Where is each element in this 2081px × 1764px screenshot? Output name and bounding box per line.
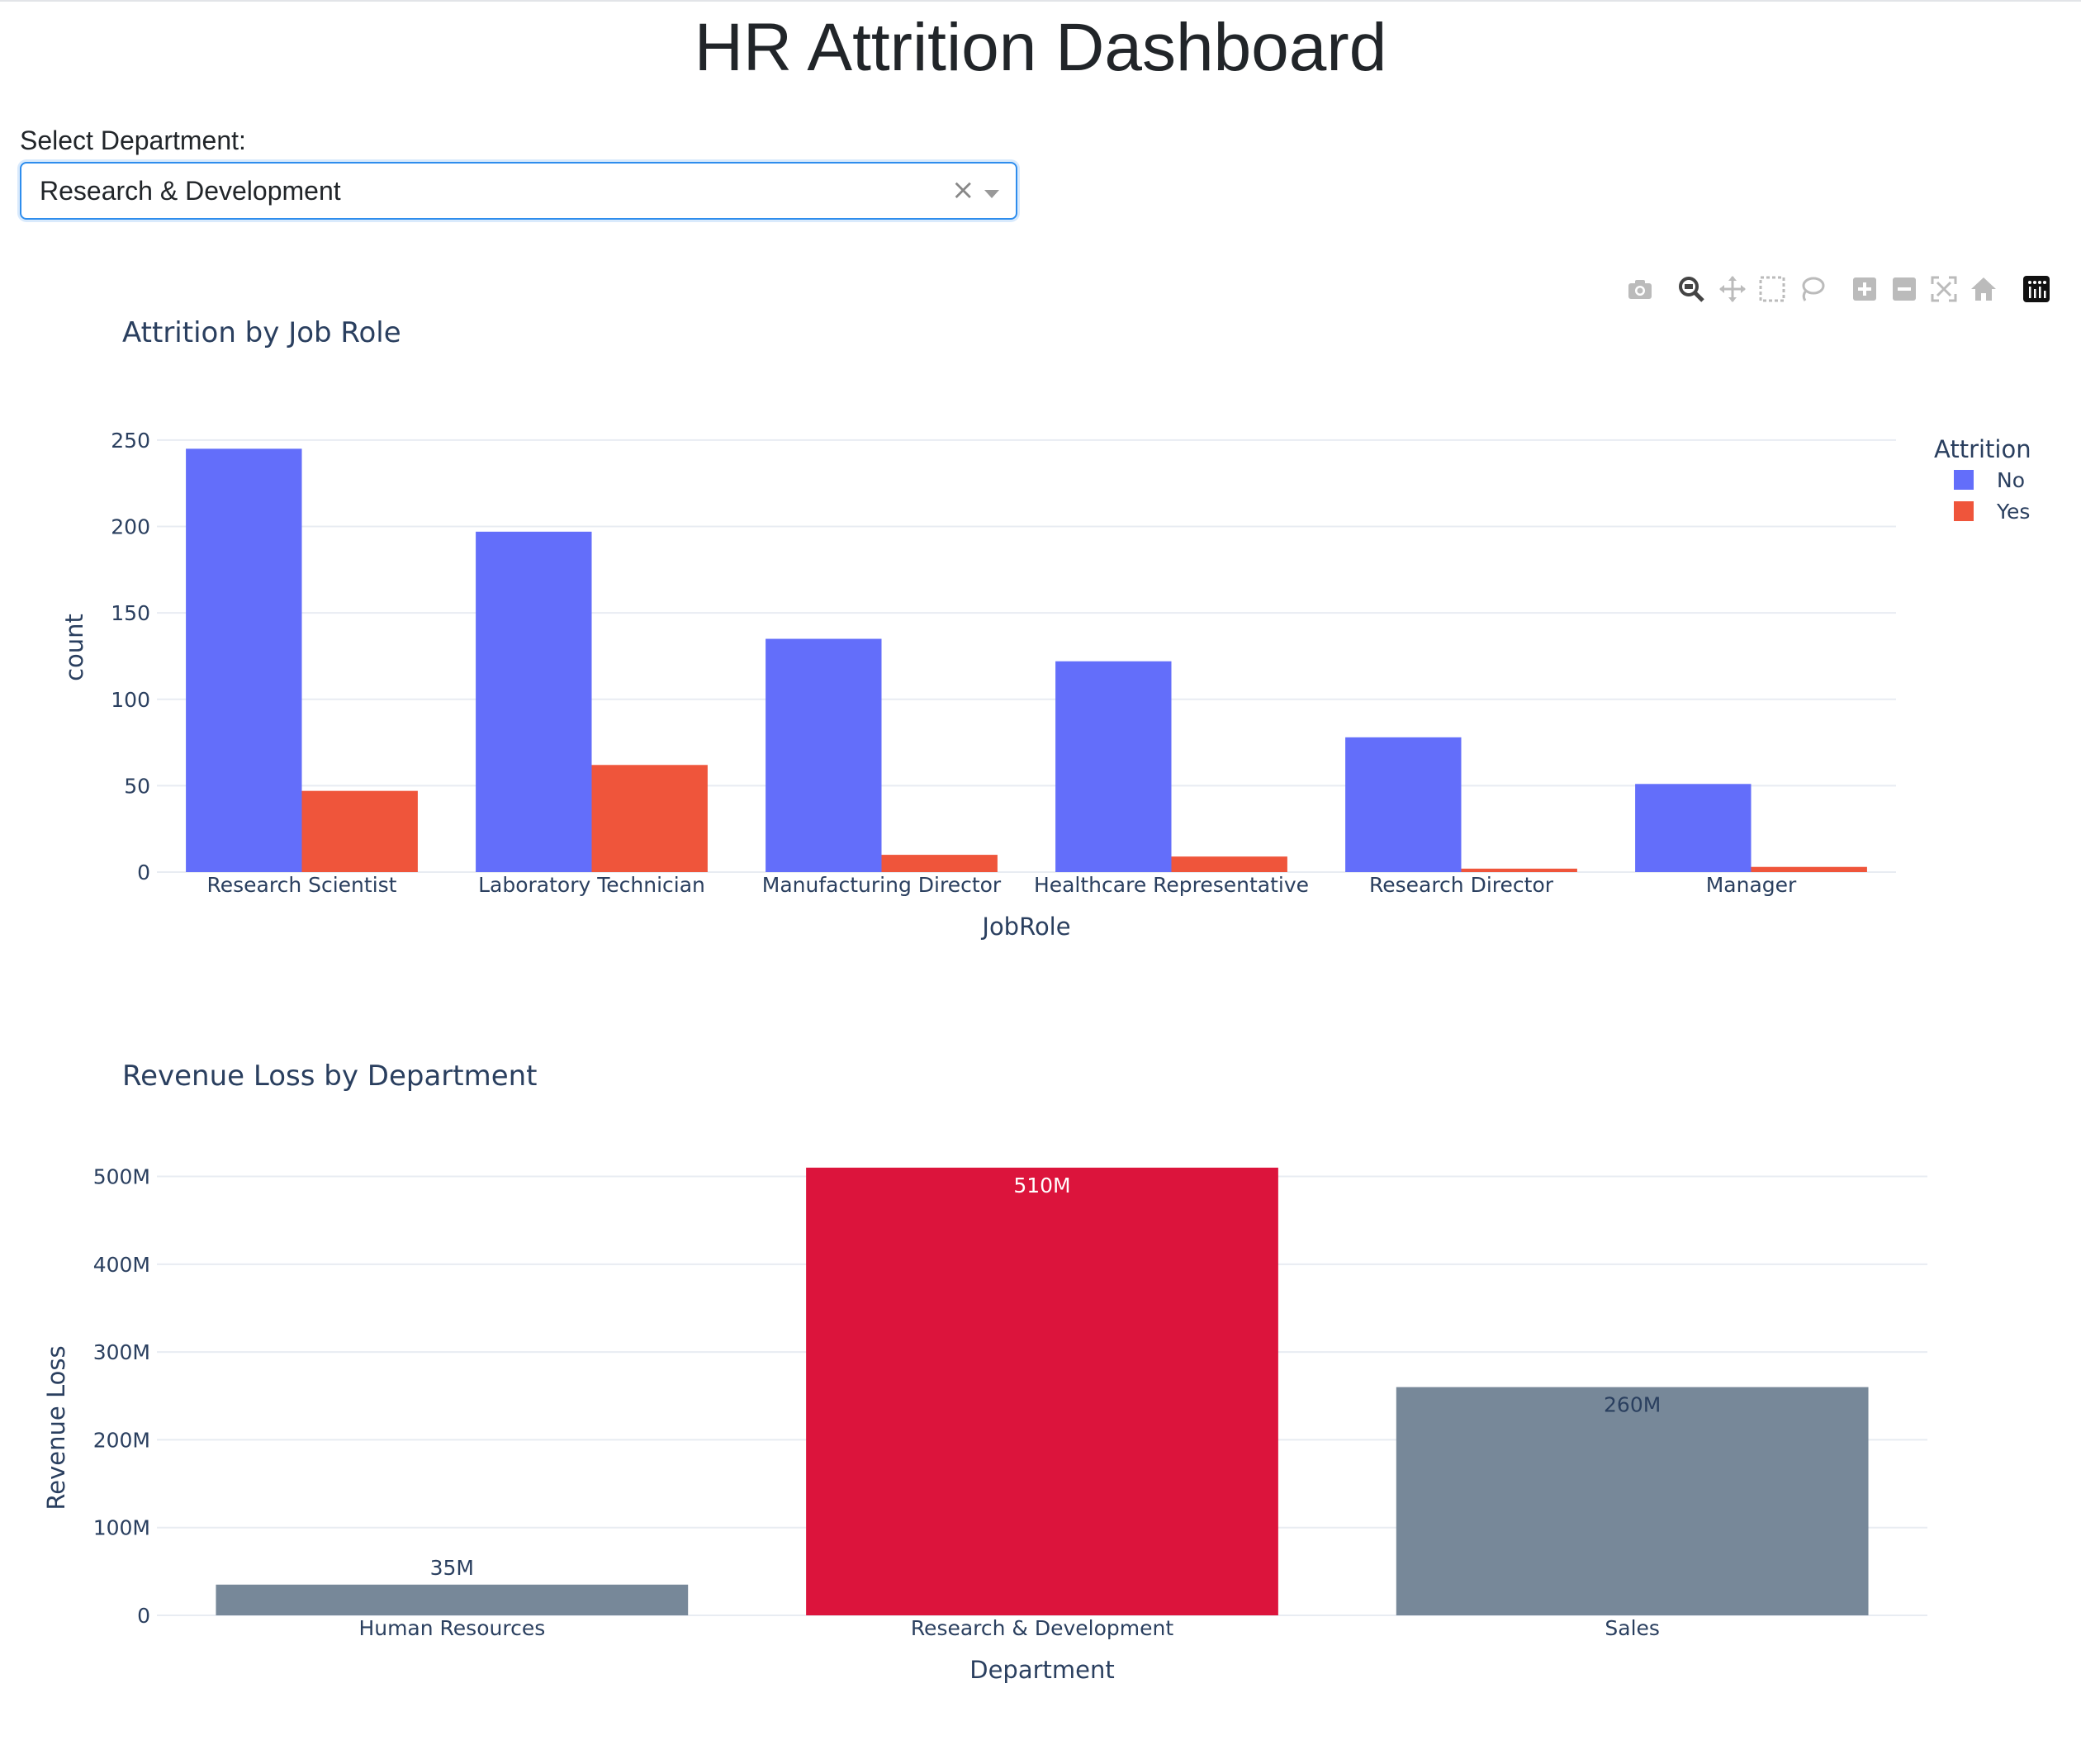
- y-tick-label: 100M: [93, 1516, 150, 1540]
- chevron-down-icon[interactable]: [984, 190, 999, 198]
- x-tick-label: Research Director: [1369, 873, 1554, 897]
- pan-icon[interactable]: [1718, 274, 1747, 304]
- y-tick-label: 150: [111, 601, 150, 625]
- department-dropdown[interactable]: Research & Development ×: [20, 162, 1017, 220]
- page-title: HR Attrition Dashboard: [694, 10, 1387, 85]
- bar-department: [806, 1167, 1278, 1615]
- bar-department: [216, 1584, 689, 1615]
- y-tick-label: 500M: [93, 1165, 150, 1189]
- x-tick-label: Sales: [1605, 1616, 1660, 1640]
- clear-icon[interactable]: ×: [951, 173, 975, 206]
- legend-swatch-yes: [1954, 501, 1974, 521]
- reset-axes-icon[interactable]: [1969, 274, 1998, 304]
- y-tick-label: 50: [124, 774, 150, 798]
- y-tick-label: 100: [111, 688, 150, 712]
- attrition-by-job-role-chart: Attrition by Job Role 0 50 100 150 200 250 Rese…: [60, 316, 2031, 941]
- chart-title: Revenue Loss by Department: [122, 1060, 538, 1093]
- chart-title: Attrition by Job Role: [122, 316, 401, 349]
- bar-no: [766, 638, 882, 872]
- y-axis-title: count: [60, 614, 88, 681]
- plotly-logo-icon[interactable]: [2022, 274, 2051, 304]
- y-tick-label: 400M: [93, 1253, 150, 1277]
- box-select-icon[interactable]: [1757, 274, 1787, 304]
- x-axis-title: Department: [969, 1656, 1115, 1684]
- x-tick-label: Research Scientist: [207, 873, 397, 897]
- y-axis-title: Revenue Loss: [42, 1345, 70, 1510]
- bar-yes: [1461, 868, 1577, 872]
- bar-department: [1396, 1387, 1869, 1615]
- x-tick-label: Human Resources: [358, 1616, 545, 1640]
- camera-icon[interactable]: [1625, 274, 1655, 304]
- y-tick-label: 300M: [93, 1340, 150, 1364]
- zoom-out-icon[interactable]: [1889, 274, 1919, 304]
- legend-item-no: No: [1997, 468, 2025, 492]
- y-tick-label: 0: [137, 1604, 150, 1628]
- bar-yes: [1171, 856, 1287, 872]
- revenue-loss-by-department-chart: Revenue Loss by Department 0 100M 200M 300M 4…: [42, 1060, 1927, 1684]
- zoom-icon[interactable]: [1676, 274, 1706, 304]
- x-tick-label: Manufacturing Director: [762, 873, 1002, 897]
- autoscale-icon[interactable]: [1929, 274, 1959, 304]
- bar-no: [186, 448, 302, 872]
- bar-yes: [881, 855, 998, 872]
- y-tick-label: 200: [111, 515, 150, 539]
- chart-modebar: [0, 274, 2081, 307]
- legend-item-yes: Yes: [1996, 500, 2030, 524]
- legend-swatch-no: [1954, 470, 1974, 490]
- bar-yes: [301, 790, 418, 872]
- department-filter-label: Select Department:: [20, 126, 246, 155]
- x-tick-label: Healthcare Representative: [1034, 873, 1309, 897]
- y-tick-label: 0: [137, 861, 150, 884]
- x-axis-title: JobRole: [980, 913, 1070, 941]
- department-dropdown-value: Research & Development: [40, 176, 341, 206]
- data-label: 260M: [1604, 1393, 1661, 1417]
- y-tick-label: 250: [111, 429, 150, 453]
- data-label: 510M: [1013, 1174, 1070, 1197]
- bar-no: [1345, 737, 1462, 872]
- zoom-in-icon[interactable]: [1850, 274, 1880, 304]
- y-tick-label: 200M: [93, 1428, 150, 1452]
- data-label: 35M: [430, 1556, 474, 1580]
- lasso-select-icon[interactable]: [1797, 274, 1827, 304]
- bar-no: [1055, 661, 1172, 872]
- bar-no: [1635, 784, 1752, 872]
- x-tick-label: Laboratory Technician: [478, 873, 705, 897]
- legend-title: Attrition: [1934, 435, 2031, 463]
- bar-no: [476, 531, 592, 872]
- x-tick-label: Research & Development: [911, 1616, 1174, 1640]
- bar-yes: [591, 765, 708, 872]
- x-tick-label: Manager: [1706, 873, 1797, 897]
- bar-yes: [1751, 866, 1867, 872]
